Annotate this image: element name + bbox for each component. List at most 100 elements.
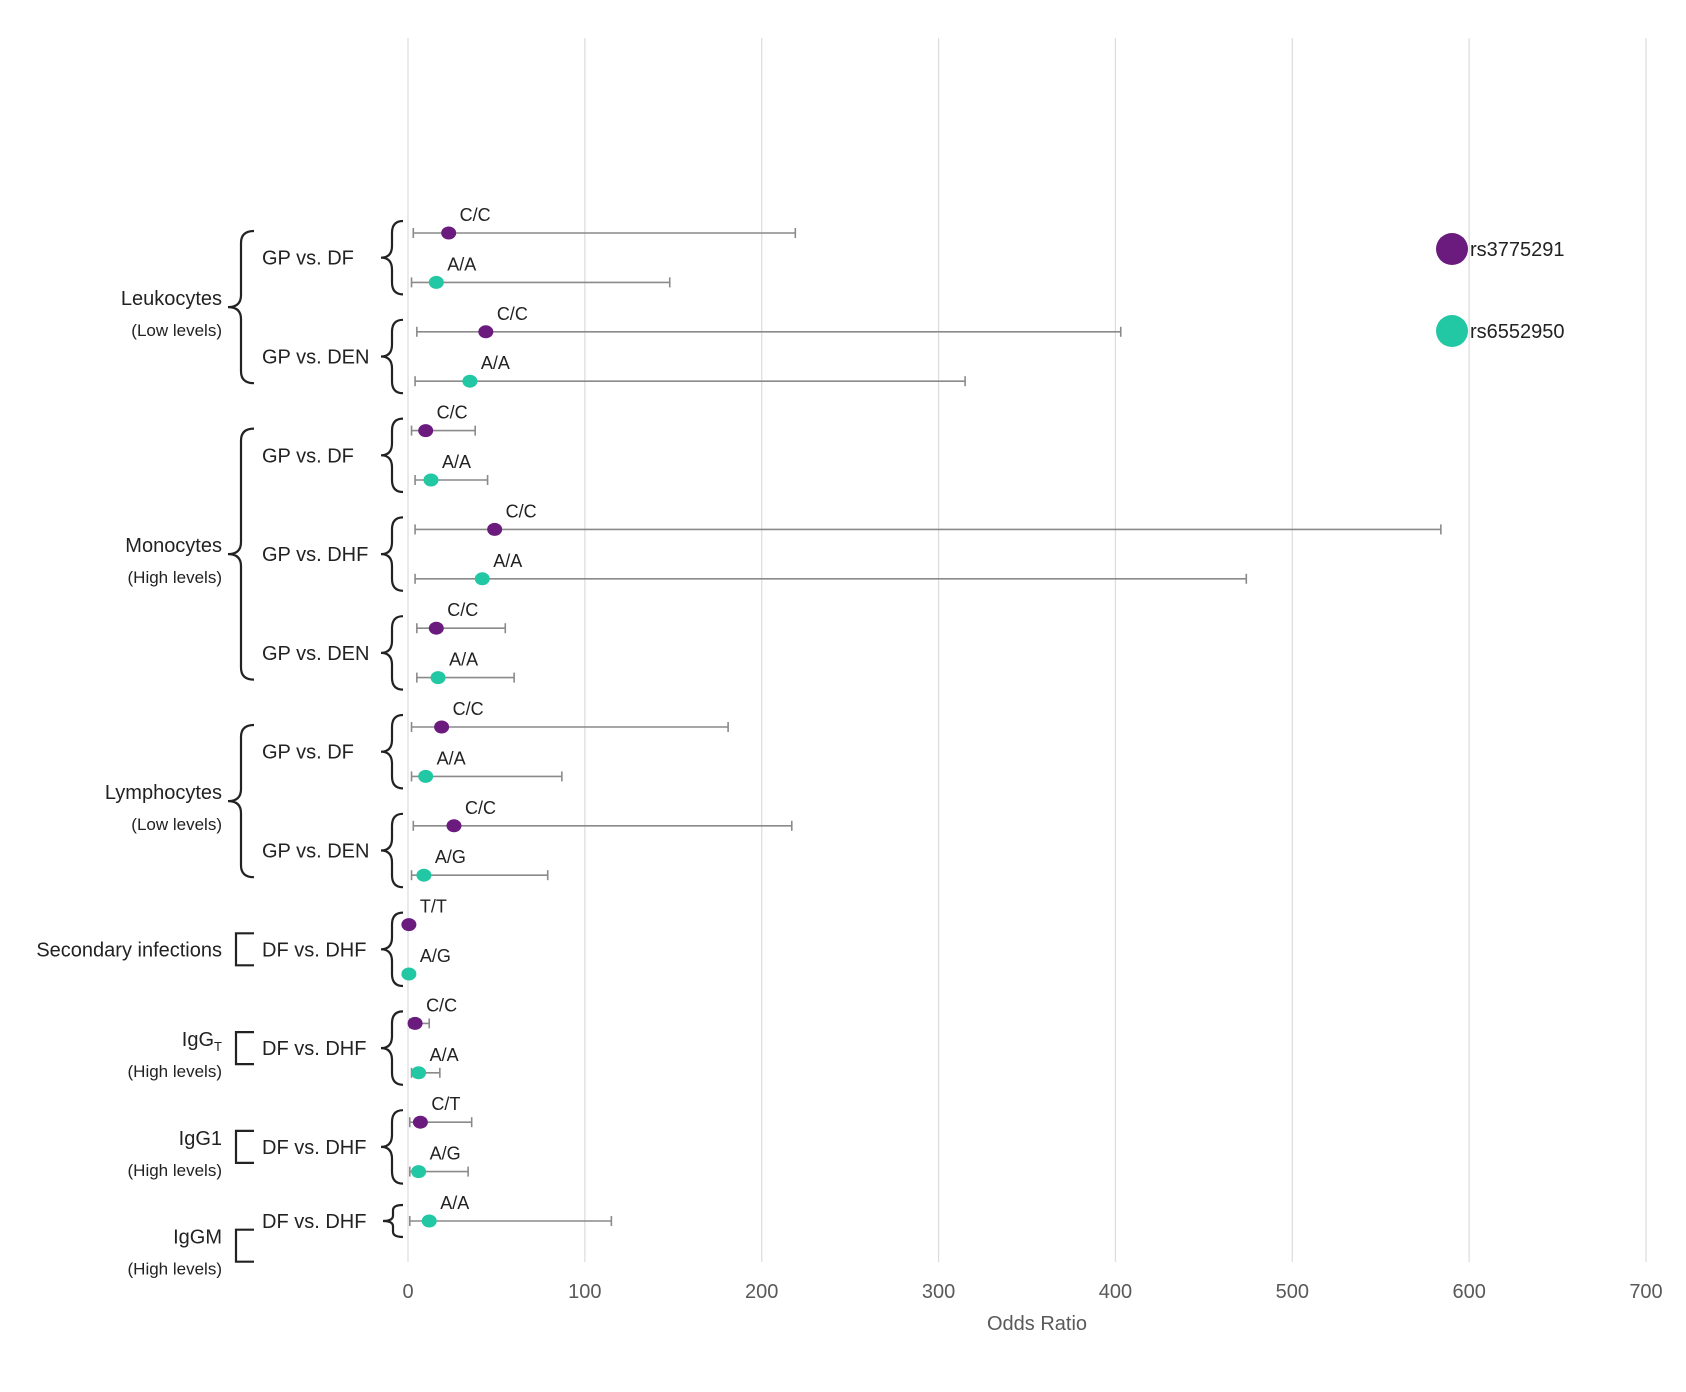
point-rs6552950 xyxy=(428,275,444,289)
category-subtitle: (High levels) xyxy=(128,568,222,587)
genotype-label: C/C xyxy=(426,995,457,1015)
point-rs6552950 xyxy=(411,1066,427,1080)
genotype-label: A/G xyxy=(430,1144,461,1164)
comparison-bracket xyxy=(380,318,404,395)
legend: rs3775291 rs6552950 xyxy=(1436,233,1565,347)
category-label: IgGM xyxy=(173,1227,222,1249)
category-bracket xyxy=(234,1228,254,1263)
genotype-label: C/C xyxy=(497,304,528,324)
category-bracket xyxy=(227,427,255,681)
point-rs3775291 xyxy=(418,424,434,438)
x-tick-label-200: 200 xyxy=(745,1281,778,1303)
comparison-label: GP vs. DF xyxy=(262,445,354,467)
comparison-label: DF vs. DHF xyxy=(262,1038,366,1060)
comparison-label: DF vs. DHF xyxy=(262,1211,366,1233)
category-label: IgG1 xyxy=(179,1128,222,1150)
category-bracket xyxy=(227,229,255,385)
point-rs3775291 xyxy=(441,226,457,240)
x-tick-label-100: 100 xyxy=(568,1281,601,1303)
genotype-label: A/A xyxy=(430,1045,459,1065)
point-rs6552950 xyxy=(416,868,432,882)
x-axis-ticks: 0 100 200 300 400 500 600 700 xyxy=(402,1281,1662,1303)
point-rs6552950 xyxy=(411,1165,427,1179)
genotype-label: T/T xyxy=(420,897,447,917)
category-label: Lymphocytes xyxy=(105,782,222,804)
genotype-label: A/G xyxy=(420,946,451,966)
point-rs6552950 xyxy=(474,572,490,586)
x-tick-label-700: 700 xyxy=(1629,1281,1662,1303)
legend-marker-rs6552950 xyxy=(1436,315,1468,347)
point-rs3775291 xyxy=(412,1115,428,1129)
x-tick-label-300: 300 xyxy=(922,1281,955,1303)
category-bracket xyxy=(227,723,255,879)
legend-marker-rs3775291 xyxy=(1436,233,1468,265)
comparison-bracket xyxy=(380,713,404,790)
genotype-label: A/A xyxy=(449,650,478,670)
point-rs3775291 xyxy=(407,1016,423,1030)
category-bracket xyxy=(234,932,254,967)
point-rs6552950 xyxy=(423,473,439,487)
point-rs6552950 xyxy=(401,967,417,981)
comparison-label: DF vs. DHF xyxy=(262,1137,366,1159)
genotype-label: C/C xyxy=(447,600,478,620)
point-rs3775291 xyxy=(478,325,494,339)
legend-label-rs6552950: rs6552950 xyxy=(1470,321,1565,343)
category-label: Monocytes xyxy=(125,535,222,557)
genotype-label: C/C xyxy=(453,699,484,719)
genotype-label: A/A xyxy=(481,353,510,373)
category-subtitle: (High levels) xyxy=(128,1062,222,1081)
category-subtitle: (High levels) xyxy=(128,1161,222,1180)
point-rs6552950 xyxy=(462,374,478,388)
point-rs3775291 xyxy=(401,918,417,932)
genotype-label: A/A xyxy=(447,254,476,274)
row-labels: GP vs. DF GP vs. DEN Leukocytes (Low levels… xyxy=(36,248,369,1279)
point-rs6552950 xyxy=(418,769,434,783)
comparison-bracket xyxy=(380,219,404,296)
point-rs6552950 xyxy=(430,671,446,685)
point-rs3775291 xyxy=(487,522,503,536)
category-label: Secondary infections xyxy=(36,939,222,961)
comparison-label: DF vs. DHF xyxy=(262,939,366,961)
genotype-label: A/A xyxy=(437,748,466,768)
point-rs3775291 xyxy=(428,621,444,635)
data-points: C/C A/A C/C A/A C/C A/A C/C A/A C/C A/A C/C A/A C/C A… xyxy=(401,205,537,1228)
comparison-label: GP vs. DEN xyxy=(262,347,369,369)
comparison-label: GP vs. DEN xyxy=(262,643,369,665)
group-brackets xyxy=(227,219,404,1263)
comparison-bracket xyxy=(380,1010,404,1086)
comparison-label: GP vs. DF xyxy=(262,742,354,764)
gridlines xyxy=(407,38,1647,1262)
category-bracket xyxy=(234,1031,254,1066)
point-rs3775291 xyxy=(446,819,462,833)
category-subtitle: (Low levels) xyxy=(131,815,222,834)
comparison-bracket xyxy=(382,1203,404,1239)
comparison-bracket xyxy=(380,516,404,592)
genotype-label: A/A xyxy=(493,551,522,571)
comparison-bracket xyxy=(380,615,404,691)
comparison-bracket xyxy=(380,1109,404,1185)
genotype-label: C/C xyxy=(506,501,537,521)
genotype-label: C/C xyxy=(437,403,468,423)
x-tick-label-500: 500 xyxy=(1276,1281,1309,1303)
comparison-bracket xyxy=(380,417,404,494)
genotype-label: C/C xyxy=(465,798,496,818)
genotype-label: A/G xyxy=(435,847,466,867)
comparison-bracket xyxy=(380,911,404,988)
category-subtitle: (Low levels) xyxy=(131,321,222,340)
category-label: IgGT xyxy=(182,1029,222,1054)
comparison-label: GP vs. DF xyxy=(262,248,354,270)
legend-label-rs3775291: rs3775291 xyxy=(1470,239,1565,261)
comparison-bracket xyxy=(380,812,404,889)
category-subtitle: (High levels) xyxy=(128,1260,222,1279)
category-label: Leukocytes xyxy=(121,288,222,310)
genotype-label: A/A xyxy=(442,452,471,472)
genotype-label: A/A xyxy=(440,1193,469,1213)
genotype-label: C/C xyxy=(460,205,491,225)
x-tick-label-600: 600 xyxy=(1452,1281,1485,1303)
point-rs6552950 xyxy=(421,1214,437,1228)
x-tick-label-400: 400 xyxy=(1099,1281,1132,1303)
comparison-label: GP vs. DEN xyxy=(262,841,369,863)
category-bracket xyxy=(234,1129,254,1164)
